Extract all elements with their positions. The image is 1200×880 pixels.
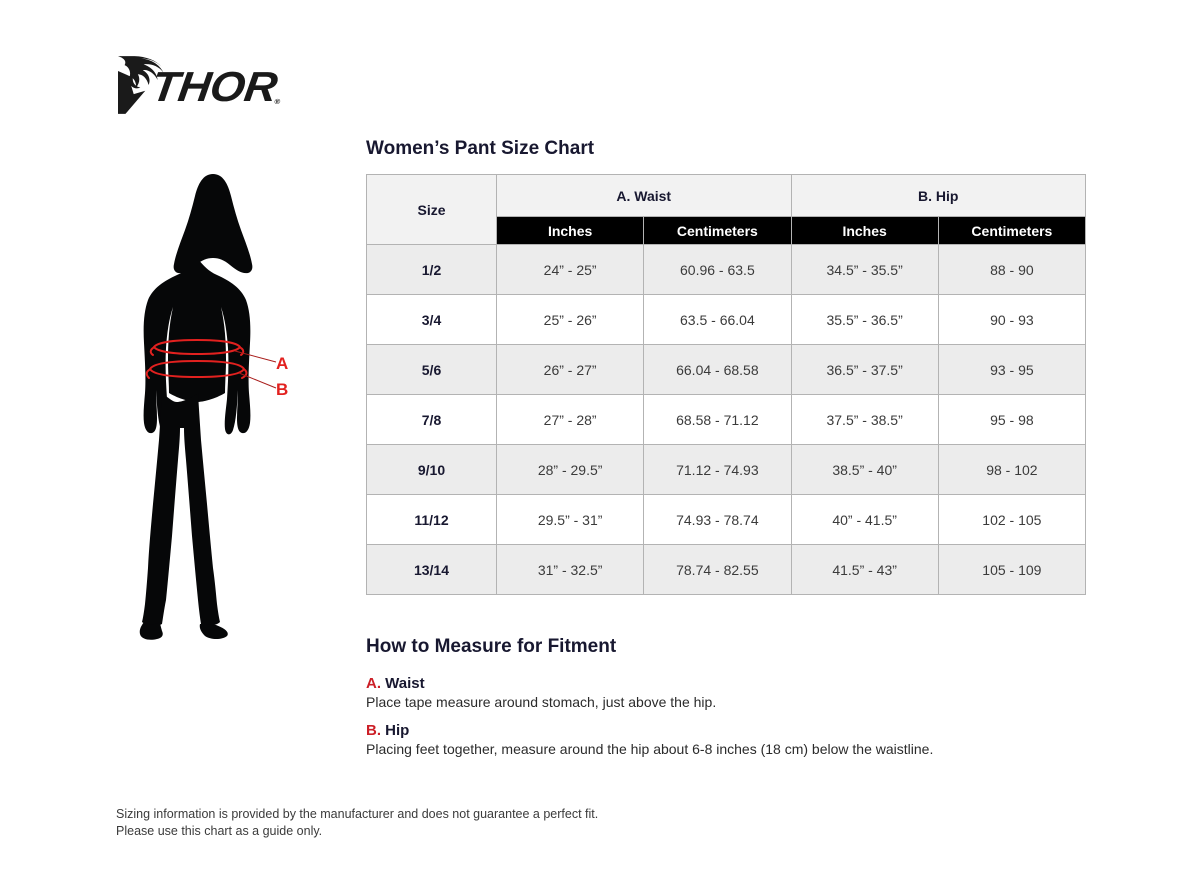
svg-text:A: A [276, 354, 288, 373]
svg-text:B: B [276, 380, 288, 399]
